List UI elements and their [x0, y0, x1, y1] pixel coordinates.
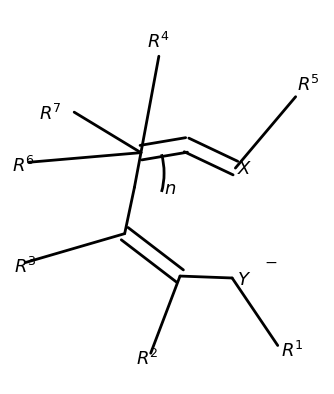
Text: $Y$: $Y$: [237, 271, 251, 289]
Text: $R^7$: $R^7$: [38, 104, 61, 124]
Text: $^-$: $^-$: [262, 257, 278, 279]
Text: $R^4$: $R^4$: [147, 32, 170, 52]
Text: $n$: $n$: [164, 180, 176, 198]
Text: $R^6$: $R^6$: [12, 156, 35, 176]
Text: $X$: $X$: [237, 160, 253, 178]
Text: $R^1$: $R^1$: [281, 341, 304, 361]
Text: $R^2$: $R^2$: [136, 349, 159, 369]
Text: $R^3$: $R^3$: [14, 257, 37, 277]
Text: $R^5$: $R^5$: [297, 75, 320, 95]
